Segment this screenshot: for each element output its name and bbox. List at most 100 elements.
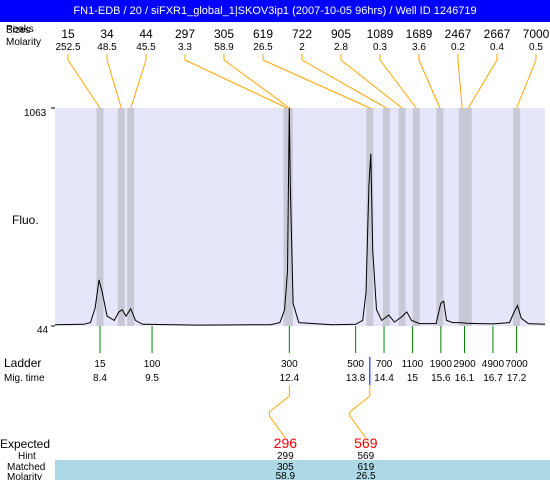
ladder-migtime-label: 13.8 (346, 373, 366, 384)
ladder-ticks (99, 326, 518, 353)
peak-connector (130, 59, 147, 109)
expected-connector (269, 395, 290, 413)
expected-value: 569 (354, 435, 378, 451)
peak-bands (96, 108, 521, 326)
peak-size-label: 34 (100, 27, 114, 41)
ladder-migtime-label: 12.4 (280, 373, 300, 384)
molarity-label: Molarity (6, 37, 41, 48)
peak-band (464, 108, 472, 326)
peak-size-label: 722 (292, 27, 312, 41)
matched-label: Matched (7, 462, 45, 473)
matched-row-bg (55, 460, 550, 480)
peak-connector (67, 59, 101, 109)
peak-size-label: 7000 (523, 27, 550, 41)
peak-connector (106, 59, 122, 109)
peak-size-label: 305 (214, 27, 234, 41)
ladder-size-label: 4900 (482, 359, 505, 370)
peak-molarity-label: 0.3 (373, 42, 387, 53)
molarity-value: 26.5 (356, 471, 376, 480)
peak-size-label: 44 (139, 27, 153, 41)
ladder-labels: 15 8.4 100 9.5 300 12.4 500 13.8 700 14.4 1100 15 19… (93, 357, 528, 385)
peak-band (366, 108, 374, 326)
ladder-label: Ladder (4, 356, 41, 370)
ladder-migtime-label: 16.1 (455, 373, 475, 384)
peak-band (96, 108, 104, 326)
peak-molarity-label: 0.2 (451, 42, 465, 53)
matched-value: 619 (357, 462, 374, 473)
peak-molarity-label: 3.3 (178, 42, 192, 53)
peak-molarity-label: 0.5 (529, 42, 543, 53)
peak-molarity-label: 45.5 (136, 42, 156, 53)
peak-band (285, 108, 293, 326)
peak-size-label: 619 (253, 27, 273, 41)
peak-band (382, 108, 390, 326)
peak-molarity-label: 2.8 (334, 42, 348, 53)
peaks-label: Peaks (6, 24, 34, 35)
peak-size-label: 15 (61, 27, 75, 41)
expected-value: 296 (274, 435, 298, 451)
ladder-size-label: 1900 (430, 359, 453, 370)
peak-size-label: 1089 (367, 27, 394, 41)
peak-molarity-label: 3.6 (412, 42, 426, 53)
peak-band (458, 108, 466, 326)
expected-connector (349, 415, 367, 439)
chart-title: FN1-EDB / 20 / siFXR1_global_1|SKOV3ip1 … (0, 0, 550, 22)
peak-molarity-label: 48.5 (97, 42, 117, 53)
ladder-size-label: 300 (281, 359, 298, 370)
y-tick-bottom: 44 (37, 325, 49, 336)
ladder-size-label: 500 (347, 359, 364, 370)
peak-connector (418, 59, 441, 109)
expected-connector (268, 415, 286, 439)
peak-band (436, 108, 444, 326)
ladder-migtime-label: 9.5 (145, 373, 159, 384)
ladder-size-label: 100 (144, 359, 161, 370)
ladder-size-label: 15 (94, 359, 106, 370)
peak-connector (223, 59, 290, 109)
ladder-size-label: 7000 (505, 359, 528, 370)
peak-molarity-label: 2 (299, 42, 305, 53)
peak-connector (516, 59, 537, 109)
ladder-size-label: 700 (376, 359, 393, 370)
peak-molarity-label: 0.4 (490, 42, 504, 53)
peak-size-label: 905 (331, 27, 351, 41)
peak-band (127, 108, 135, 326)
ladder-migtime-label: 16.7 (483, 373, 503, 384)
peak-connector (340, 59, 403, 109)
ladder-migtime-label: 15 (407, 373, 419, 384)
y-tick-top: 1063 (24, 108, 47, 119)
fluo-axis-label: Fluo. (12, 213, 39, 227)
peak-band (513, 108, 521, 326)
peak-molarity-label: 26.5 (253, 42, 273, 53)
peak-connector (457, 59, 463, 109)
peak-band (117, 108, 125, 326)
sizes-label: Sizes (6, 25, 30, 36)
expected-label: Expected (0, 437, 50, 451)
hint-label: Hint (18, 451, 36, 462)
fluorescence-trace (54, 107, 546, 326)
peak-connector (184, 59, 288, 109)
ladder-size-label: 1100 (402, 359, 424, 370)
peak-connector (379, 59, 417, 109)
peak-connectors (67, 54, 537, 109)
peak-size-label: 297 (175, 27, 195, 41)
hint-value: 299 (277, 451, 294, 462)
ladder-size-label: 2900 (453, 359, 476, 370)
ladder-migtime-label: 15.6 (431, 373, 451, 384)
peak-band (398, 108, 406, 326)
molarity-value: 58.9 (276, 471, 296, 480)
matched-value: 305 (277, 462, 294, 473)
peak-molarity-label: 58.9 (214, 42, 234, 53)
peak-connector (467, 59, 498, 109)
peak-connector (301, 59, 387, 109)
ladder-migtime-label: 8.4 (93, 373, 107, 384)
hint-value: 569 (357, 451, 374, 462)
peak-size-label: 1689 (406, 27, 433, 41)
peak-connector (262, 59, 371, 109)
expected-connector (349, 395, 371, 413)
ladder-migtime-label: 14.4 (374, 373, 394, 384)
peak-size-label: 2467 (445, 27, 472, 41)
ladder-migtime-label: 17.2 (507, 373, 527, 384)
